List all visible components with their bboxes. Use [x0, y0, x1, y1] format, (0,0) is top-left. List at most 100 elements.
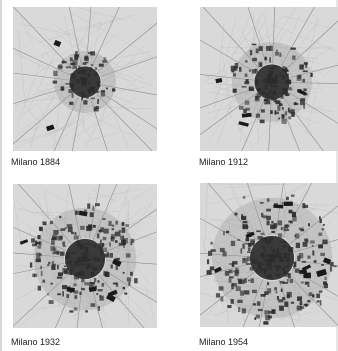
built-block — [77, 257, 83, 263]
built-block — [255, 314, 260, 319]
built-block — [75, 79, 80, 84]
built-block — [276, 251, 282, 258]
built-block — [269, 85, 276, 87]
built-block — [68, 89, 74, 94]
built-block — [256, 301, 261, 306]
built-block — [57, 272, 64, 276]
built-block — [52, 236, 57, 241]
built-block — [276, 267, 280, 272]
built-block — [280, 241, 286, 243]
industrial-block — [303, 272, 311, 279]
built-block — [233, 270, 237, 272]
built-block — [75, 210, 81, 215]
built-block — [215, 293, 221, 298]
built-block — [248, 69, 251, 72]
built-block — [291, 112, 295, 117]
built-block — [262, 215, 268, 219]
built-block — [87, 72, 90, 78]
built-block — [42, 221, 47, 226]
built-block — [286, 257, 290, 262]
built-block — [103, 253, 109, 258]
field-line — [90, 51, 151, 64]
built-block — [69, 83, 74, 88]
built-block — [305, 239, 309, 243]
built-block — [233, 73, 236, 77]
built-block — [298, 253, 304, 259]
built-block — [276, 247, 279, 253]
field-line — [14, 50, 47, 71]
field-line — [219, 299, 251, 310]
field-line — [18, 23, 76, 37]
built-block — [90, 303, 96, 307]
built-block — [219, 247, 225, 253]
built-block — [295, 242, 301, 249]
built-block — [240, 290, 245, 296]
built-block — [229, 276, 234, 279]
built-block — [73, 283, 77, 287]
built-block — [109, 253, 113, 258]
map-drawing-1912 — [200, 7, 338, 151]
built-block — [99, 295, 104, 301]
built-block — [281, 114, 285, 119]
field-line — [29, 12, 96, 144]
built-block — [91, 266, 96, 271]
field-line — [16, 201, 39, 219]
map-milano-1912 — [200, 7, 338, 151]
field-line — [84, 131, 120, 143]
built-block — [210, 241, 213, 245]
built-block — [288, 247, 294, 252]
road-line — [84, 81, 153, 151]
built-block — [294, 268, 300, 273]
built-block — [71, 231, 74, 235]
field-line — [36, 211, 156, 240]
built-block — [209, 266, 215, 271]
built-block — [310, 240, 315, 244]
field-line — [17, 119, 84, 147]
built-block — [128, 281, 131, 286]
built-block — [307, 284, 310, 288]
built-block — [295, 233, 300, 239]
field-line — [218, 281, 259, 317]
left-border — [0, 0, 2, 351]
field-line — [313, 232, 320, 286]
map-drawing-1954 — [200, 183, 338, 327]
built-block — [282, 297, 286, 301]
built-block — [232, 263, 235, 267]
built-block — [318, 216, 321, 220]
built-block — [275, 290, 278, 294]
built-block — [93, 277, 97, 283]
built-block — [305, 62, 308, 68]
built-block — [272, 65, 277, 68]
built-block — [304, 281, 310, 285]
built-block — [271, 68, 277, 70]
built-block — [282, 88, 288, 95]
built-block — [254, 68, 258, 73]
built-block — [231, 70, 235, 73]
built-block — [74, 296, 77, 300]
built-block — [81, 96, 83, 101]
built-block — [316, 293, 321, 299]
built-block — [265, 315, 271, 321]
built-block — [275, 74, 278, 79]
built-block — [35, 259, 41, 263]
built-block — [260, 232, 265, 235]
built-block — [308, 292, 313, 296]
built-block — [298, 227, 304, 230]
built-block — [98, 229, 102, 233]
field-line — [91, 25, 126, 57]
built-block — [71, 93, 74, 98]
field-line — [129, 123, 140, 140]
built-block — [252, 241, 255, 246]
built-block — [313, 260, 317, 263]
field-line — [286, 47, 334, 75]
built-block — [49, 221, 53, 225]
field-line — [139, 206, 146, 210]
field-line — [213, 22, 264, 121]
built-block — [283, 273, 290, 277]
built-block — [255, 113, 261, 118]
built-block — [232, 88, 237, 93]
built-block — [97, 84, 101, 87]
built-block — [82, 252, 84, 259]
built-block — [267, 260, 271, 263]
